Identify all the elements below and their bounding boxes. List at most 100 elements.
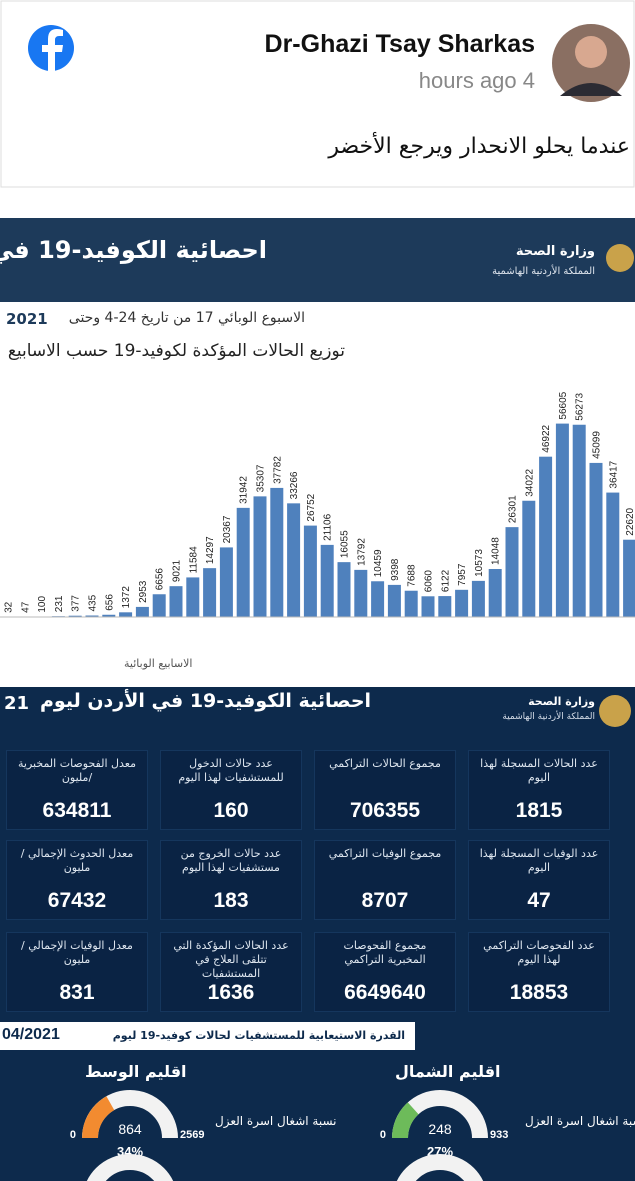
data-label: 14048: [491, 537, 502, 565]
bar: [471, 580, 485, 617]
stat-card: عدد الحالات المسجلة لهذا اليوم 1815: [468, 750, 610, 830]
data-label: 37782: [272, 456, 283, 484]
data-label: 10573: [474, 549, 485, 577]
bar: [623, 539, 635, 617]
bar: [354, 569, 368, 617]
stat-label: عدد الفحوصات التراكمي لهذا اليوم: [483, 939, 595, 966]
stat-value: 18853: [509, 981, 569, 1004]
stat-value: 1636: [207, 981, 255, 1004]
stat-label: مجموع الفحوصات المخبرية التراكمي: [343, 939, 427, 966]
stat-card: عدد الحالات المؤكدة التي تتلقى العلاج في…: [160, 932, 302, 1012]
stat-card: مجموع الفحوصات المخبرية التراكمي 6649640: [314, 932, 456, 1012]
bar: [135, 606, 149, 617]
gauge-max: 933: [490, 1129, 508, 1141]
stat-card: عدد حالات الخروج من مستشفيات لهذا اليوم 1…: [160, 840, 302, 920]
avatar-suit: [560, 83, 622, 96]
stat-card: عدد الوفيات المسجلة لهذا اليوم 47: [468, 840, 610, 920]
kingdom: المملكة الأردنية الهاشمية: [502, 712, 595, 722]
timestamp[interactable]: hours ago 4: [418, 68, 535, 93]
gauge-min: 0: [70, 1129, 76, 1141]
bar: [387, 584, 401, 617]
year: 2021: [6, 310, 48, 328]
gauge-fill: [82, 1096, 115, 1139]
data-label: 22620: [625, 507, 635, 535]
data-label: 14297: [205, 536, 216, 564]
data-label: 16055: [340, 530, 351, 558]
gauge-min: 0: [380, 1129, 386, 1141]
stat-label: معدل الوفيات الإجمالي /مليون: [21, 939, 133, 966]
emblem: [599, 695, 631, 727]
gauge-next: [396, 1154, 484, 1181]
stat-label: مجموع الحالات التراكمي: [329, 757, 441, 770]
stat-value: 706355: [349, 799, 421, 822]
data-label: 13792: [356, 538, 367, 566]
bar: [555, 423, 569, 617]
avatar-face: [575, 36, 607, 68]
gauge-value: 248: [428, 1121, 452, 1137]
data-label: 56605: [558, 391, 569, 419]
data-label: 656: [104, 594, 115, 611]
stat-label: عدد حالات الخروج من مستشفيات لهذا اليوم: [180, 847, 282, 874]
bar: [505, 527, 519, 617]
bar: [236, 507, 250, 617]
data-label: 11584: [188, 546, 199, 574]
stat-label: عدد الوفيات المسجلة لهذا اليوم: [479, 847, 599, 874]
stat-value: 6649640: [344, 981, 426, 1004]
bar-chart: 32 47 100 231 377 435 656 1372 2953 6656 9021 11584…: [0, 391, 635, 618]
stat-label: عدد الحالات المسجلة لهذا اليوم: [480, 757, 598, 784]
data-label: 26752: [306, 493, 317, 521]
stat-value: 47: [527, 889, 551, 912]
region-caption: نسبة اشغال اسرة العزل: [215, 1114, 337, 1128]
stat-value: 634811: [42, 799, 112, 822]
data-label: 45099: [592, 431, 603, 459]
bar: [337, 562, 351, 617]
stat-label: معدل الحدوث الإجمالي /مليون: [20, 847, 134, 874]
bar: [287, 503, 301, 617]
bar: [270, 487, 284, 617]
bar: [522, 500, 536, 617]
bar: [371, 581, 385, 617]
stats-date: 21: [4, 693, 30, 714]
data-label: 36417: [608, 460, 619, 488]
bar: [169, 586, 183, 617]
bar: [589, 462, 603, 617]
bar: [203, 568, 217, 617]
data-label: 35307: [256, 464, 267, 492]
gauge-next: [86, 1154, 174, 1181]
banner-text: القدرة الاستيعابية للمستشفيات لحالات كوف…: [112, 1029, 405, 1042]
bar: [404, 590, 418, 617]
author[interactable]: Dr-Ghazi Tsay Sharkas: [264, 30, 535, 58]
bar: [572, 424, 586, 617]
chart-title: توزيع الحالات المؤكدة لكوفيد-19 حسب الاس…: [7, 341, 345, 361]
post-card: [0, 0, 635, 188]
stat-value: 1815: [515, 799, 563, 822]
bar: [303, 525, 317, 617]
data-label: 377: [71, 595, 82, 612]
data-label: 9398: [390, 558, 401, 581]
stat-value: 831: [59, 981, 95, 1004]
gauge-value: 864: [118, 1121, 142, 1137]
bar: [455, 589, 469, 617]
region-name: اقليم الوسط: [85, 1062, 187, 1081]
data-label: 32: [4, 601, 15, 613]
data-label: 56273: [575, 392, 586, 420]
data-label: 33266: [289, 471, 300, 499]
stat-card: عدد الفحوصات التراكمي لهذا اليوم 18853: [468, 932, 610, 1012]
stat-card: معدل الوفيات الإجمالي /مليون 831: [6, 932, 148, 1012]
image-1-header: [0, 218, 635, 302]
gauge-max: 2569: [180, 1129, 204, 1141]
emblem: [606, 244, 634, 272]
bar: [119, 612, 133, 617]
bar: [102, 614, 116, 617]
data-label: 6060: [424, 570, 435, 593]
stat-value: 67432: [47, 889, 107, 912]
stat-card: عدد حالات الدخول للمستشفيات لهذا اليوم 16…: [160, 750, 302, 830]
data-label: 26301: [508, 495, 519, 523]
region-caption: نسبة اشغال اسرة العزل: [525, 1114, 635, 1128]
data-label: 6656: [155, 568, 166, 591]
data-label: 10459: [373, 549, 384, 577]
stat-card: مجموع الوفيات التراكمي 8707: [314, 840, 456, 920]
data-label: 9021: [172, 559, 183, 582]
